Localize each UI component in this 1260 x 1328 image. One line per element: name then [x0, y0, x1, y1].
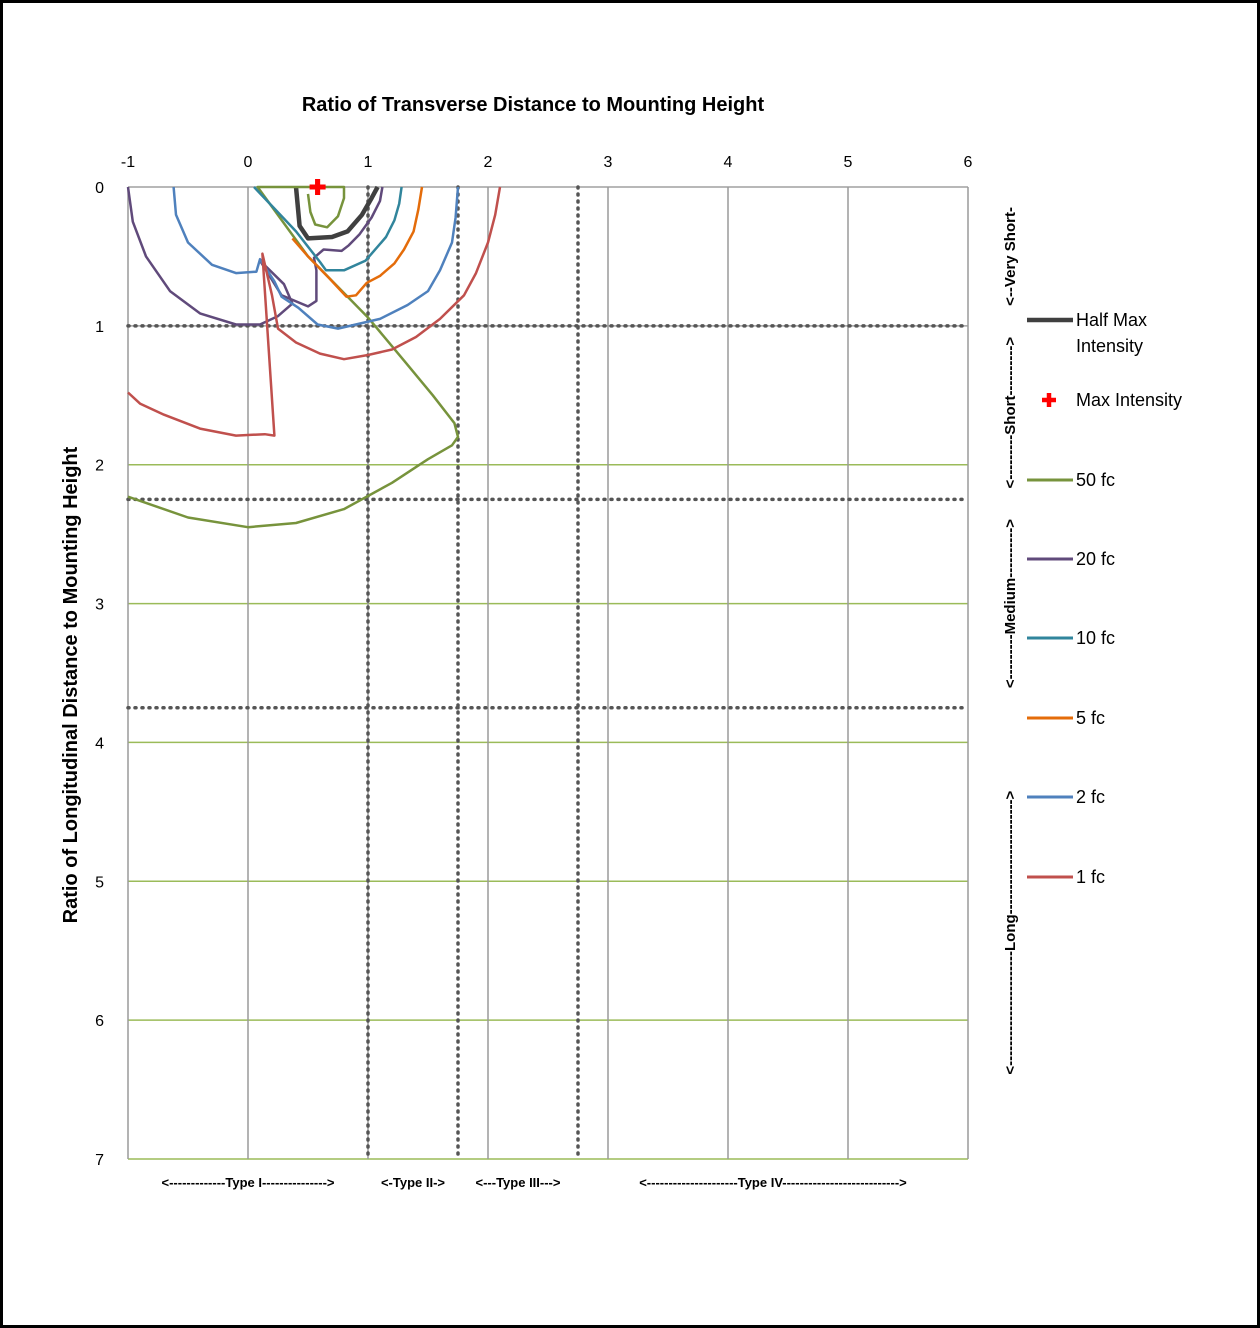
legend-label: 5 fc [1076, 708, 1105, 728]
y-tick-label: 5 [95, 874, 104, 891]
series-line-10-fc [253, 186, 403, 272]
y-tick-label: 7 [95, 1152, 104, 1169]
tick-labels: -1 0 1 2 3 4 5 6 0 1 2 3 4 5 6 7 [95, 154, 972, 1169]
series-line-5-fc [291, 186, 424, 298]
series-line-1-fc [127, 186, 502, 437]
boundary-lines [126, 185, 970, 1161]
x-tick-label: 4 [724, 154, 733, 171]
series-line-50-fc [127, 185, 460, 529]
legend: Half Max Intensity Max Intensity 50 fc 20 fc… [1027, 310, 1182, 887]
x-tick-label: 2 [484, 154, 493, 171]
legend-label: Intensity [1076, 336, 1143, 356]
y-tick-label: 6 [95, 1013, 104, 1030]
series-line-20-fc [126, 186, 384, 326]
type-zone-label: <-Type II-> [381, 1175, 445, 1190]
legend-label: Half Max [1076, 310, 1147, 330]
legend-label: 2 fc [1076, 787, 1105, 807]
type-zone-label: <-------------Type I---------------> [162, 1175, 335, 1190]
y-tick-label: 3 [95, 597, 104, 614]
range-zone-label: <-----------------------Long------------… [1002, 790, 1019, 1074]
y-tick-label: 2 [95, 458, 104, 475]
x-tick-label: 5 [844, 154, 853, 171]
legend-swatch-max-intensity [1042, 393, 1056, 408]
type-zone-label: <---------------------Type IV-----------… [639, 1175, 907, 1190]
range-zone-label: <---------Medium----------> [1002, 519, 1019, 688]
chart-title: Ratio of Transverse Distance to Mounting… [302, 94, 765, 116]
markers [309, 179, 326, 195]
y-tick-label: 1 [95, 319, 104, 336]
x-tick-label: -1 [121, 154, 135, 171]
zone-labels: <-------------Type I---------------> <-Ty… [162, 207, 1020, 1190]
legend-label: Max Intensity [1076, 390, 1182, 410]
legend-label: 50 fc [1076, 470, 1115, 490]
legend-label: 1 fc [1076, 867, 1105, 887]
y-axis-title: Ratio of Longitudinal Distance to Mounti… [60, 446, 82, 923]
range-zone-label: <---------Short----------> [1002, 337, 1019, 489]
y-tick-label: 4 [95, 735, 104, 752]
grid-lines [127, 186, 969, 1160]
y-tick-label: 0 [95, 180, 104, 197]
legend-label: 10 fc [1076, 628, 1115, 648]
x-tick-label: 3 [604, 154, 613, 171]
max-intensity-marker [309, 179, 326, 195]
x-tick-label: 6 [964, 154, 973, 171]
x-tick-label: 1 [364, 154, 373, 171]
type-zone-label: <---Type III---> [476, 1175, 561, 1190]
x-tick-label: 0 [244, 154, 253, 171]
legend-label: 20 fc [1076, 549, 1115, 569]
series-lines [126, 185, 502, 529]
range-zone-label: <--Very Short- [1002, 207, 1019, 306]
series-line-half-max-intensity [293, 185, 380, 241]
series-line-2-fc [172, 186, 460, 330]
